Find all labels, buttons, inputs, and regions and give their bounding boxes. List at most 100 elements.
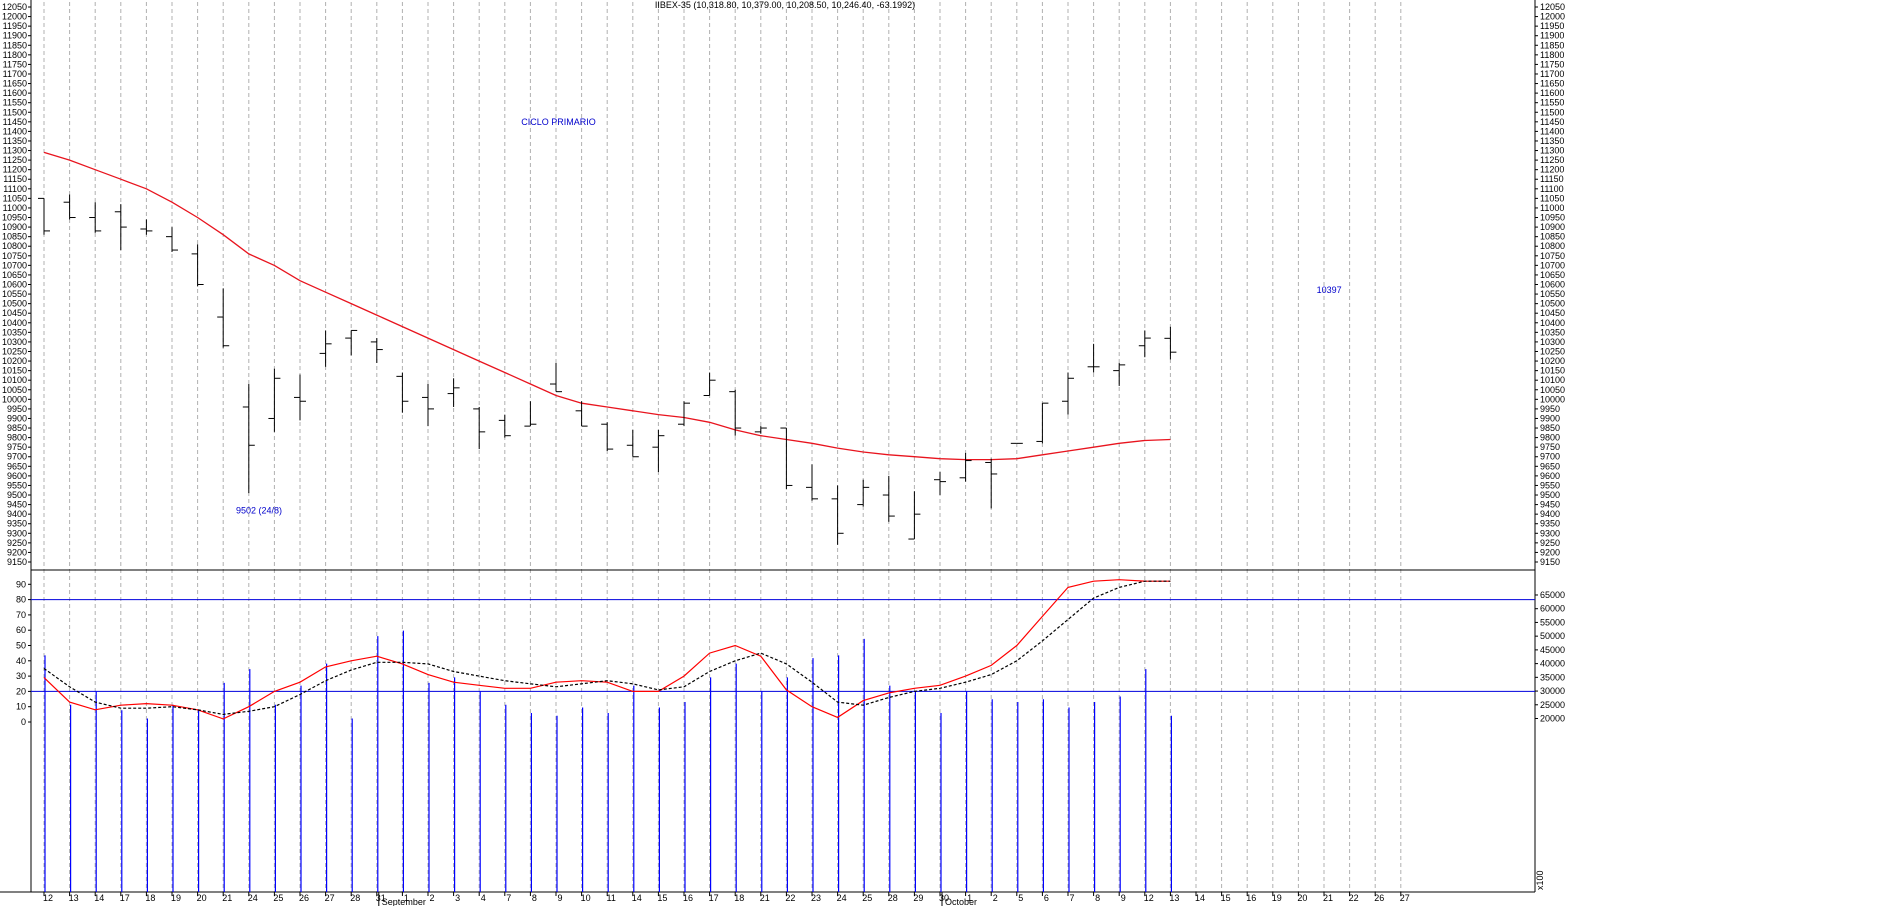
x-tick-label: 12 [43, 893, 53, 903]
y-tick-label-right: 9700 [1540, 452, 1560, 462]
y-tick-label-right: 9450 [1540, 500, 1560, 510]
ohlc-bar [678, 401, 690, 427]
y-tick-label-right: 11600 [1540, 88, 1564, 98]
x-tick-label: 22 [1349, 893, 1359, 903]
y-tick-label-right: 9950 [1540, 404, 1560, 414]
y-tick-label-left: 9350 [7, 519, 27, 529]
ohlc-bar [882, 475, 895, 522]
y-tick-label-right: 11250 [1540, 155, 1564, 165]
y-tick-label-left: 11500 [3, 107, 27, 117]
y-tick-label-right: 10500 [1540, 299, 1565, 309]
x-tick-label: 7 [506, 893, 511, 903]
y-tick-label-left: 10000 [2, 394, 27, 404]
y-tick-label-right: 10600 [1540, 280, 1565, 290]
ohlc-bar [498, 414, 511, 438]
x-tick-label: 13 [69, 893, 79, 903]
y-tick-label-right: 11550 [1540, 98, 1564, 108]
y-tick-label-left: 9450 [7, 500, 27, 510]
y-tick-label-right: 9900 [1540, 413, 1560, 423]
x-tick-label: 16 [683, 893, 693, 903]
y-tick-label-right: 10300 [1540, 337, 1565, 347]
x-tick-label: 14 [94, 893, 104, 903]
y-tick-label-right: 10000 [1540, 394, 1565, 404]
y-tick-label-right: 11400 [1540, 126, 1564, 136]
ohlc-bar [89, 202, 102, 233]
y-tick-label-left: 9200 [7, 547, 27, 557]
y-tick-label-left: 10600 [2, 280, 27, 290]
x-tick-label: 31 [376, 893, 386, 903]
y-tick-label-right: 11800 [1540, 50, 1564, 60]
y-tick-label-left: 10350 [2, 327, 27, 337]
x-tick-label: 16 [1246, 893, 1256, 903]
y-tick-label-right: 11750 [1540, 59, 1564, 69]
osc-tick-label-left: 30 [16, 671, 26, 681]
ohlc-bar [191, 244, 204, 287]
y-tick-label-left: 11700 [3, 69, 27, 79]
chart-annotation: CICLO PRIMARIO [521, 117, 596, 127]
y-tick-label-right: 11200 [1540, 165, 1564, 175]
y-tick-label-left: 10550 [2, 289, 27, 299]
x-tick-label: 18 [145, 893, 155, 903]
volume-tick-label-right: 20000 [1540, 714, 1565, 724]
y-tick-label-right: 11050 [1540, 193, 1564, 203]
y-tick-label-right: 10650 [1540, 270, 1565, 280]
ohlc-bar [1062, 372, 1074, 415]
x-tick-label: 21 [222, 893, 232, 903]
ohlc-bar [601, 422, 614, 451]
y-tick-label-right: 11850 [1540, 40, 1564, 50]
y-tick-label-right: 9250 [1540, 538, 1560, 548]
ohlc-bar [1113, 362, 1126, 386]
ohlc-bar [396, 372, 409, 413]
y-tick-label-left: 11050 [3, 193, 27, 203]
x-tick-label: 19 [1272, 893, 1282, 903]
y-tick-label-right: 10900 [1540, 222, 1565, 232]
y-tick-label-left: 10700 [2, 260, 27, 270]
osc-tick-label-left: 80 [16, 595, 26, 605]
y-tick-label-right: 9300 [1540, 528, 1560, 538]
y-tick-label-left: 11650 [3, 79, 27, 89]
x-tick-label: 13 [1169, 893, 1179, 903]
x-tick-label: 2 [993, 893, 998, 903]
moving-average-line [43, 151, 1171, 461]
x-tick-label: 19 [171, 893, 181, 903]
y-tick-label-right: 9350 [1540, 519, 1560, 529]
x-tick-label: 24 [248, 893, 258, 903]
y-tick-label-left: 9700 [7, 452, 27, 462]
y-tick-label-right: 9800 [1540, 433, 1560, 443]
y-tick-label-left: 11450 [3, 117, 27, 127]
y-tick-label-left: 9400 [7, 509, 27, 519]
y-tick-label-right: 10800 [1540, 241, 1565, 251]
volume-tick-label-right: 35000 [1540, 672, 1565, 682]
x-tick-label: 29 [913, 893, 923, 903]
x-tick-label: 30 [939, 893, 949, 903]
y-tick-label-left: 11350 [3, 136, 27, 146]
y-tick-label-left: 9850 [7, 423, 27, 433]
ohlc-bar [831, 485, 844, 545]
x-tick-label: 28 [888, 893, 898, 903]
chart-annotation: 10397 [1317, 285, 1342, 295]
ohlc-bar [754, 426, 767, 434]
x-tick-label: 23 [811, 893, 821, 903]
y-tick-label-right: 12050 [1540, 2, 1565, 12]
volume-tick-label-right: 55000 [1540, 617, 1565, 627]
x-tick-label: 28 [350, 893, 360, 903]
y-tick-label-left: 11600 [3, 88, 27, 98]
ohlc-bar [447, 378, 460, 407]
y-tick-label-left: 9750 [7, 442, 27, 452]
y-tick-label-left: 11000 [3, 203, 27, 213]
x-tick-label: 2 [429, 893, 434, 903]
y-tick-label-left: 11200 [3, 165, 27, 175]
y-tick-label-right: 9850 [1540, 423, 1560, 433]
x-tick-label: 20 [197, 893, 207, 903]
x-tick-label: 24 [837, 893, 847, 903]
ohlc-bar [524, 401, 537, 427]
ohlc-bar [959, 452, 972, 482]
y-tick-label-left: 11150 [3, 174, 27, 184]
x-month-label: September [382, 897, 426, 906]
y-tick-label-left: 10500 [2, 299, 27, 309]
y-tick-label-right: 9500 [1540, 490, 1560, 500]
y-tick-label-right: 10350 [1540, 327, 1565, 337]
volume-tick-label-right: 40000 [1540, 659, 1565, 669]
x-tick-label: 27 [1400, 893, 1410, 903]
